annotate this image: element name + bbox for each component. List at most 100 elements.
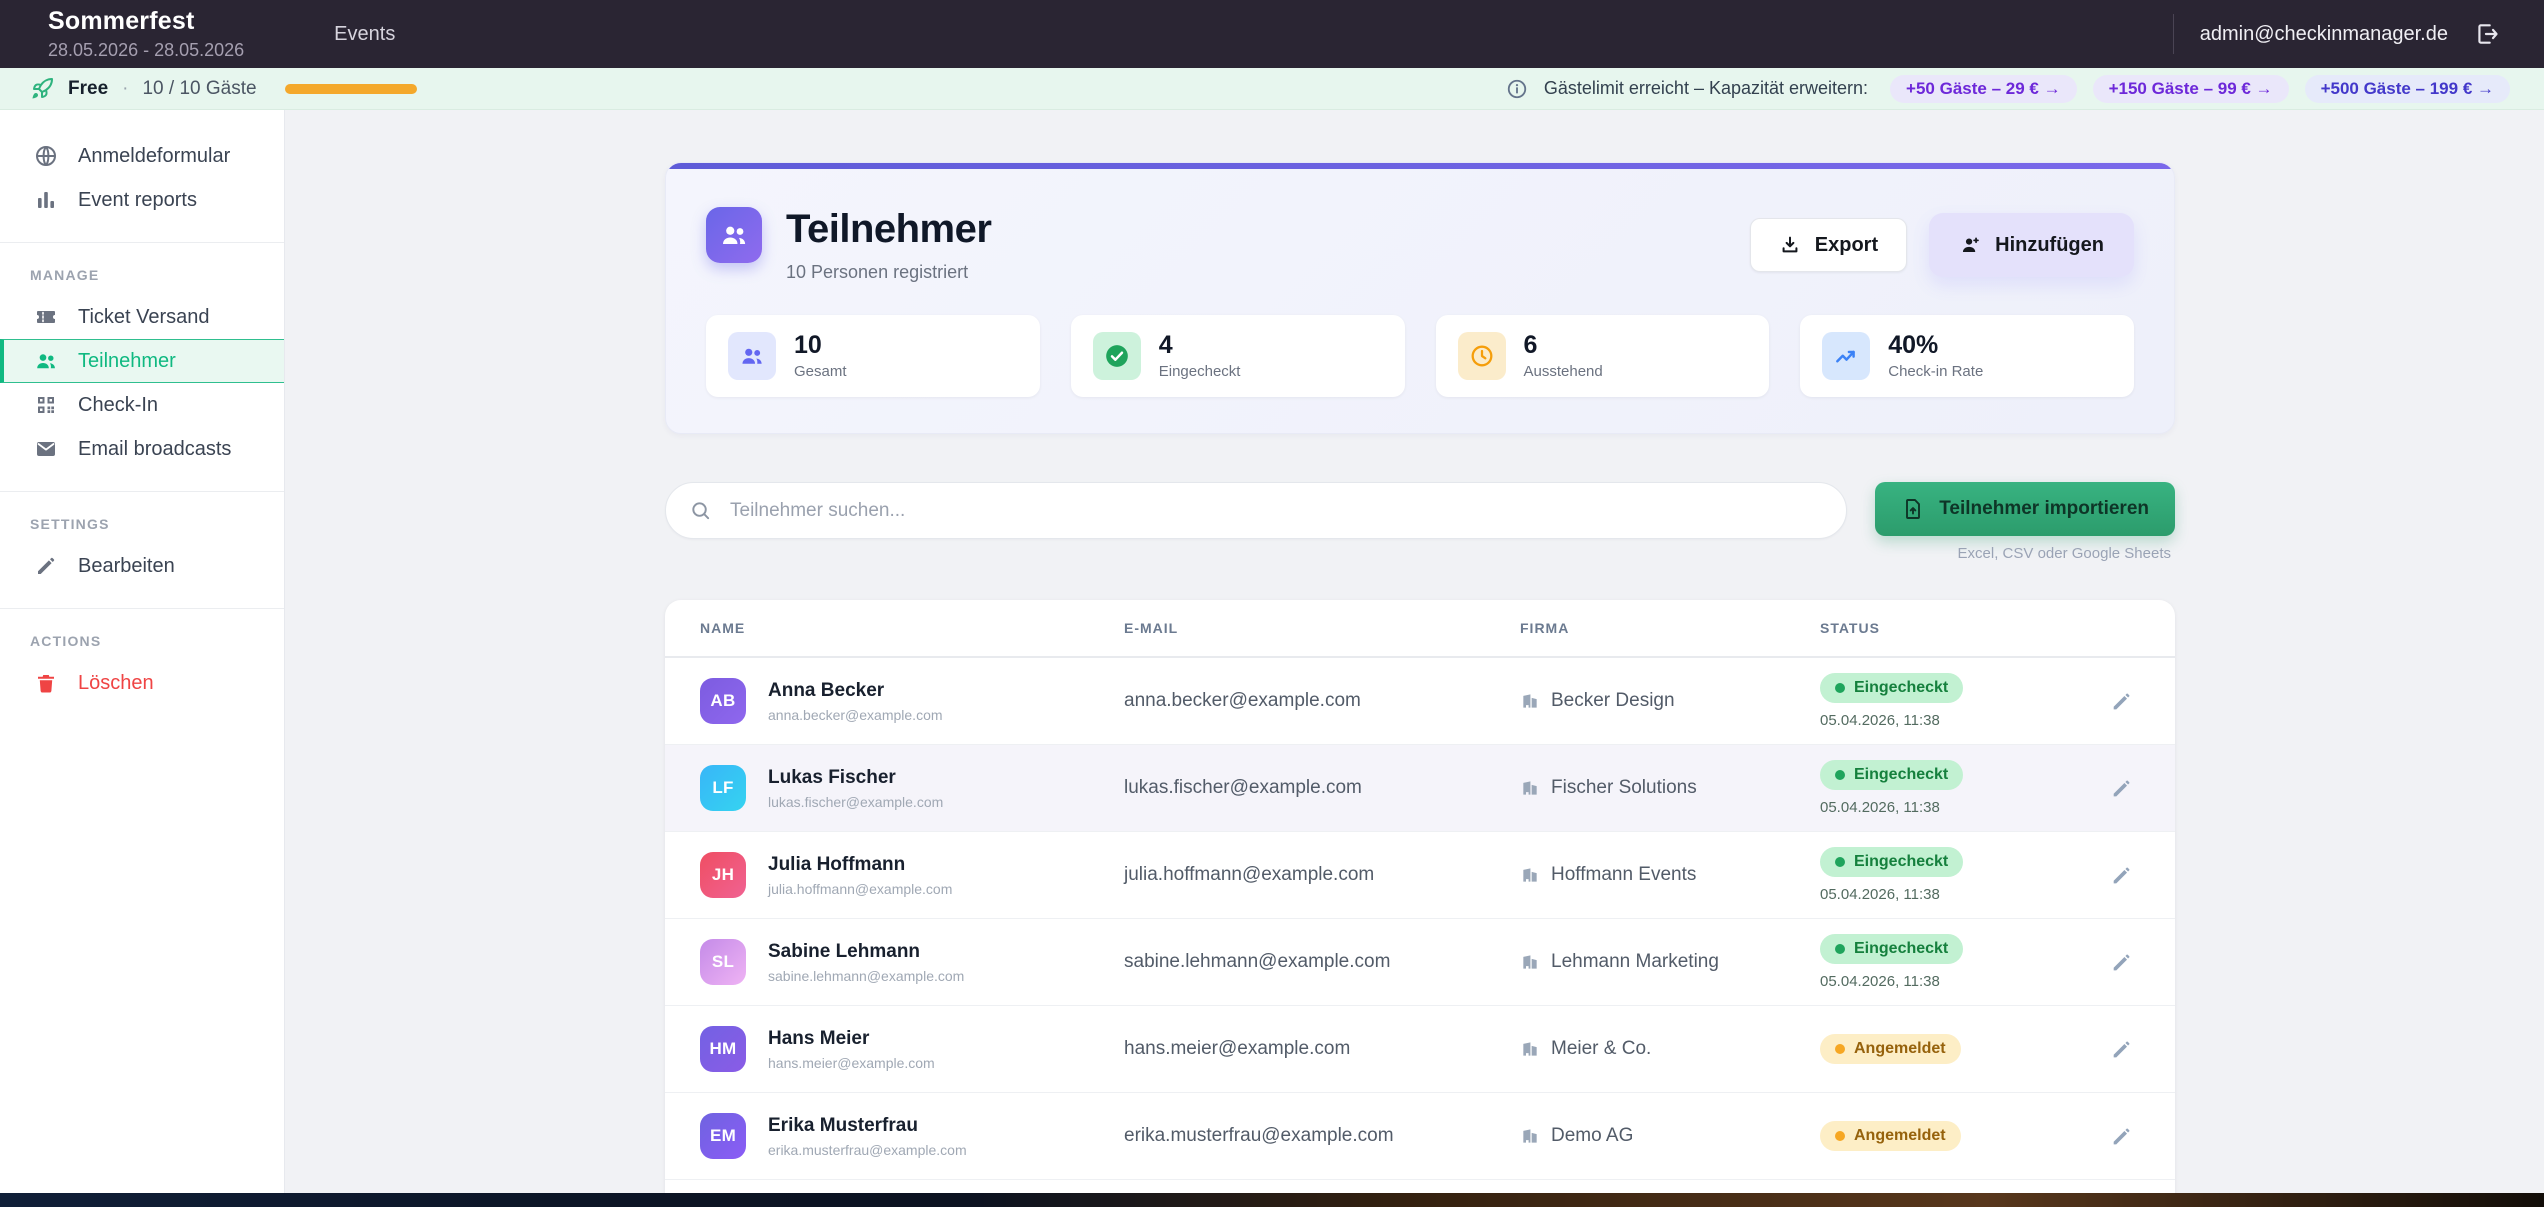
topbar: Sommerfest 28.05.2026 - 28.05.2026 Event… (0, 0, 2544, 68)
pencil-icon (34, 554, 58, 578)
export-button[interactable]: Export (1749, 218, 1908, 272)
sidebar-item-label: Ticket Versand (78, 305, 210, 328)
stat-label: Check-in Rate (1888, 362, 1984, 380)
search-box (665, 482, 1848, 539)
avatar: AB (700, 678, 746, 724)
status-badge: Angemeldet (1820, 1121, 1961, 1151)
checkin-time: 05.04.2026, 11:38 (1820, 973, 1940, 990)
main-area: Teilnehmer 10 Personen registriert Expor… (285, 110, 2544, 1207)
upgrade-offer-pill[interactable]: +50 Gäste – 29 € → (1890, 74, 2077, 103)
edit-icon[interactable] (2109, 776, 2134, 801)
sidebar-section-title: SETTINGS (30, 516, 110, 532)
sidebar-section-title: MANAGE (30, 267, 100, 283)
topbar-divider (2172, 14, 2174, 54)
add-participant-button[interactable]: Hinzufügen (1929, 213, 2134, 277)
table-row: LF Lukas Fischer lukas.fischer@example.com… (665, 745, 2175, 832)
status-cell: Angemeldet (1820, 1121, 2080, 1151)
stat-value: 40% (1888, 331, 1939, 360)
stat-icon-tile (728, 332, 776, 380)
participants-header-card: Teilnehmer 10 Personen registriert Expor… (665, 162, 2175, 434)
sidebar-item-anmeldeformular[interactable]: Anmeldeformular (0, 134, 284, 178)
upgrade-offer-pill[interactable]: +150 Gäste – 99 € → (2092, 74, 2289, 103)
sidebar-item-bearbeiten[interactable]: Bearbeiten (0, 544, 284, 588)
sidebar-item-ticket-versand[interactable]: Ticket Versand (0, 295, 284, 339)
users-icon (739, 343, 765, 369)
edit-icon[interactable] (2109, 689, 2134, 714)
building-icon (1520, 691, 1540, 711)
column-header-firma: FIRMA (1520, 620, 1570, 636)
sidebar-divider (0, 242, 284, 243)
table-row: HM Hans Meier hans.meier@example.com hans.m… (665, 1006, 2175, 1093)
sidebar-item-label: Bearbeiten (78, 554, 175, 577)
sidebar-item-event-reports[interactable]: Event reports (0, 178, 284, 222)
status-dot (1835, 857, 1845, 867)
participant-name: Hans Meier (768, 1027, 870, 1049)
status-cell: Eingecheckt 05.04.2026, 11:38 (1820, 847, 2080, 903)
sidebar-item-label: Teilnehmer (78, 349, 176, 372)
edit-icon[interactable] (2109, 1124, 2134, 1149)
screen-bottom-edge (0, 1193, 2544, 1207)
stat-label: Eingecheckt (1158, 362, 1241, 380)
avatar: HM (700, 1026, 746, 1072)
avatar: SL (700, 939, 746, 985)
column-header-e-mail: E-MAIL (1124, 620, 1179, 636)
participant-name: Anna Becker (768, 679, 885, 701)
participant-company: Becker Design (1520, 690, 1820, 712)
stat-card-gesamt: 10 Gesamt (706, 315, 1040, 397)
sidebar-item-l-schen[interactable]: Löschen (0, 661, 284, 705)
search-input[interactable] (665, 482, 1848, 539)
stats-row: 10 Gesamt 4 Eingecheckt 6 Ausstehend 40% Check-… (666, 289, 2174, 433)
nav-events[interactable]: Events (334, 22, 396, 45)
clock-icon (1469, 343, 1495, 369)
participant-company: Meier & Co. (1520, 1038, 1820, 1060)
status-cell: Angemeldet (1820, 1034, 2080, 1064)
avatar: LF (700, 765, 746, 811)
sidebar-item-teilnehmer[interactable]: Teilnehmer (0, 339, 284, 383)
rocket-icon (30, 77, 54, 101)
logout-icon[interactable] (2474, 21, 2500, 47)
table-row: SL Sabine Lehmann sabine.lehmann@example.c… (665, 919, 2175, 1006)
import-button-label: Teilnehmer importieren (1939, 498, 2149, 519)
ticket-icon (34, 305, 58, 329)
participant-company: Demo AG (1520, 1125, 1820, 1147)
status-badge: Eingecheckt (1820, 673, 1964, 703)
sidebar-item-email-broadcasts[interactable]: Email broadcasts (0, 427, 284, 471)
status-dot (1835, 1044, 1845, 1054)
checkin-time: 05.04.2026, 11:38 (1820, 799, 1940, 816)
topbar-nav: Events (334, 23, 395, 46)
guest-usage: 10 / 10 Gäste (142, 77, 257, 99)
status-dot (1835, 770, 1845, 780)
trend-up-icon (1833, 343, 1859, 369)
sidebar-divider (0, 491, 284, 492)
sidebar-item-check-in[interactable]: Check-In (0, 383, 284, 427)
participant-name: Sabine Lehmann (768, 940, 921, 962)
download-icon (1779, 234, 1801, 256)
plan-badge: Free (68, 77, 109, 99)
participant-email: julia.hoffmann@example.com (1124, 864, 1375, 885)
stat-label: Gesamt (794, 362, 847, 380)
building-icon (1520, 1126, 1540, 1146)
stat-card-eingecheckt: 4 Eingecheckt (1070, 315, 1405, 397)
sidebar-item-label: Löschen (78, 671, 154, 694)
file-upload-icon (1901, 497, 1925, 521)
trash-icon (34, 671, 58, 695)
table-body: AB Anna Becker anna.becker@example.com anna… (665, 658, 2175, 1207)
upgrade-offer-pill[interactable]: +500 Gäste – 199 € → (2304, 74, 2510, 103)
page-title: Teilnehmer (786, 207, 992, 251)
participant-name: Lukas Fischer (768, 766, 896, 788)
status-badge: Eingecheckt (1820, 934, 1964, 964)
edit-icon[interactable] (2109, 1037, 2134, 1062)
add-button-label: Hinzufügen (1995, 233, 2104, 256)
import-participants-button[interactable]: Teilnehmer importieren (1875, 482, 2175, 536)
edit-icon[interactable] (2109, 863, 2134, 888)
page-subtitle: 10 Personen registriert (786, 262, 969, 282)
separator-dot: · (122, 77, 129, 99)
plan-capacity-bar: Free · 10 / 10 Gäste Gästelimit erreicht… (0, 68, 2544, 110)
building-icon (1520, 778, 1540, 798)
participants-icon-tile (706, 207, 762, 263)
users-icon (719, 220, 749, 250)
stat-icon-tile (1092, 332, 1141, 380)
status-dot (1835, 944, 1845, 954)
user-email: admin@checkinmanager.de (2199, 22, 2448, 45)
edit-icon[interactable] (2109, 950, 2134, 975)
